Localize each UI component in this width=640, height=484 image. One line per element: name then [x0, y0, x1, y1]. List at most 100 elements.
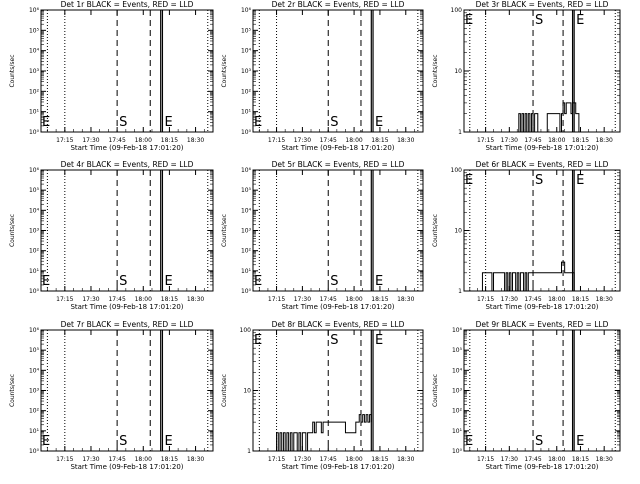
x-axis-label: Start Time (09-Feb-18 17:01:20) [70, 144, 183, 152]
y-tick-label: 10⁶ [241, 167, 252, 174]
y-tick-label: 10⁶ [29, 7, 40, 14]
y-tick-label: 10⁵ [241, 187, 252, 194]
end-marker: E [42, 274, 50, 289]
y-tick-label: 10³ [29, 388, 40, 395]
end-marker: E [254, 115, 262, 130]
x-axis-label: Start Time (09-Feb-18 17:01:20) [281, 463, 394, 471]
y-tick-label: 10² [29, 88, 40, 95]
start-marker: S [119, 274, 127, 289]
x-tick-label: 18:15 [161, 137, 178, 144]
y-axis-label: Counts/sec [9, 214, 16, 247]
panel-title: Det 9r BLACK = Events, RED = LLD [476, 320, 609, 329]
y-tick-label: 10⁰ [29, 288, 40, 295]
y-tick-label: 10⁴ [29, 367, 40, 374]
x-tick-label: 17:30 [82, 137, 99, 144]
x-tick-label: 18:30 [397, 456, 414, 463]
x-tick-label: 18:15 [572, 296, 589, 303]
x-tick-label: 17:15 [56, 296, 73, 303]
plot-frame [463, 329, 621, 452]
x-tick-label: 17:30 [82, 296, 99, 303]
y-tick-label: 10¹ [241, 268, 252, 275]
end-marker: E [164, 115, 172, 130]
y-axis-label: Counts/sec [432, 374, 439, 407]
plot-frame [252, 9, 424, 133]
x-tick-label: 18:15 [371, 456, 388, 463]
y-axis-label: Counts/sec [432, 54, 439, 87]
y-tick-label: 10⁶ [452, 327, 463, 334]
start-marker: S [330, 115, 338, 130]
y-tick-label: 10³ [29, 68, 40, 75]
x-tick-label: 18:30 [596, 456, 613, 463]
x-tick-label: 18:30 [397, 137, 414, 144]
end-marker: E [375, 274, 383, 289]
y-tick-label: 10 [454, 228, 462, 235]
x-tick-label: 17:30 [501, 456, 518, 463]
x-tick-label: 18:00 [548, 456, 565, 463]
y-tick-label: 10³ [241, 228, 252, 235]
x-tick-label: 18:00 [345, 296, 362, 303]
y-tick-label: 100 [451, 7, 463, 14]
end-marker: E [576, 13, 584, 28]
x-tick-label: 17:30 [294, 296, 311, 303]
x-tick-label: 17:30 [82, 456, 99, 463]
panel-title: Det 4r BLACK = Events, RED = LLD [61, 160, 194, 169]
end-marker: E [375, 333, 383, 348]
panel-det-9: Det 9r BLACK = Events, RED = LLD 10⁰ 10¹ 10… [432, 320, 621, 471]
panel-title: Det 8r BLACK = Events, RED = LLD [272, 320, 405, 329]
y-axis-label: Counts/sec [221, 214, 228, 247]
x-tick-label: 18:15 [572, 137, 589, 144]
end-marker: E [164, 274, 172, 289]
panel-title: Det 2r BLACK = Events, RED = LLD [272, 0, 405, 9]
y-tick-label: 100 [451, 167, 463, 174]
x-tick-label: 18:15 [572, 456, 589, 463]
x-tick-label: 18:00 [548, 296, 565, 303]
end-marker: E [254, 333, 262, 348]
y-tick-label: 10² [241, 88, 252, 95]
plot-frame [40, 9, 214, 133]
plot-frame [463, 9, 621, 133]
y-tick-label: 10⁴ [29, 207, 40, 214]
plot-frame [40, 169, 214, 292]
y-tick-label: 10⁰ [241, 129, 252, 136]
y-tick-label: 1 [458, 129, 462, 136]
x-tick-label: 17:15 [268, 456, 285, 463]
x-tick-label: 17:45 [108, 296, 125, 303]
end-marker: E [465, 434, 473, 449]
x-tick-label: 18:15 [161, 456, 178, 463]
events-series-line [480, 261, 575, 292]
y-tick-label: 10 [454, 68, 462, 75]
start-marker: S [535, 13, 543, 28]
x-tick-label: 18:30 [187, 296, 204, 303]
x-axis-label: Start Time (09-Feb-18 17:01:20) [485, 144, 598, 152]
x-axis-label: Start Time (09-Feb-18 17:01:20) [281, 144, 394, 152]
end-marker: E [576, 173, 584, 188]
plot-frame [252, 169, 424, 292]
x-tick-label: 17:15 [268, 137, 285, 144]
y-tick-label: 10¹ [29, 109, 40, 116]
y-tick-label: 10⁴ [241, 48, 252, 55]
x-tick-label: 18:30 [596, 296, 613, 303]
y-tick-label: 10² [29, 248, 40, 255]
y-tick-label: 10³ [452, 388, 463, 395]
x-tick-label: 18:30 [596, 137, 613, 144]
x-tick-label: 17:45 [320, 456, 337, 463]
panel-title: Det 5r BLACK = Events, RED = LLD [272, 160, 405, 169]
panel-title: Det 6r BLACK = Events, RED = LLD [476, 160, 609, 169]
x-tick-label: 18:30 [187, 456, 204, 463]
y-axis-label: Counts/sec [9, 374, 16, 407]
y-tick-label: 10⁵ [29, 27, 40, 34]
panel-det-4: Det 4r BLACK = Events, RED = LLD 10⁰ 10¹ 10… [9, 160, 214, 311]
panel-title: Det 7r BLACK = Events, RED = LLD [61, 320, 194, 329]
y-axis-label: Counts/sec [9, 54, 16, 87]
y-tick-label: 10² [29, 408, 40, 415]
panel-det-3: Det 3r BLACK = Events, RED = LLD 1 10 100 Co… [432, 0, 621, 152]
y-tick-label: 10⁴ [241, 207, 252, 214]
y-tick-label: 10⁵ [452, 347, 463, 354]
y-tick-label: 10⁰ [29, 129, 40, 136]
x-tick-label: 18:30 [187, 137, 204, 144]
y-tick-label: 1 [247, 448, 251, 455]
y-axis-label: Counts/sec [221, 54, 228, 87]
x-tick-label: 17:15 [477, 137, 494, 144]
